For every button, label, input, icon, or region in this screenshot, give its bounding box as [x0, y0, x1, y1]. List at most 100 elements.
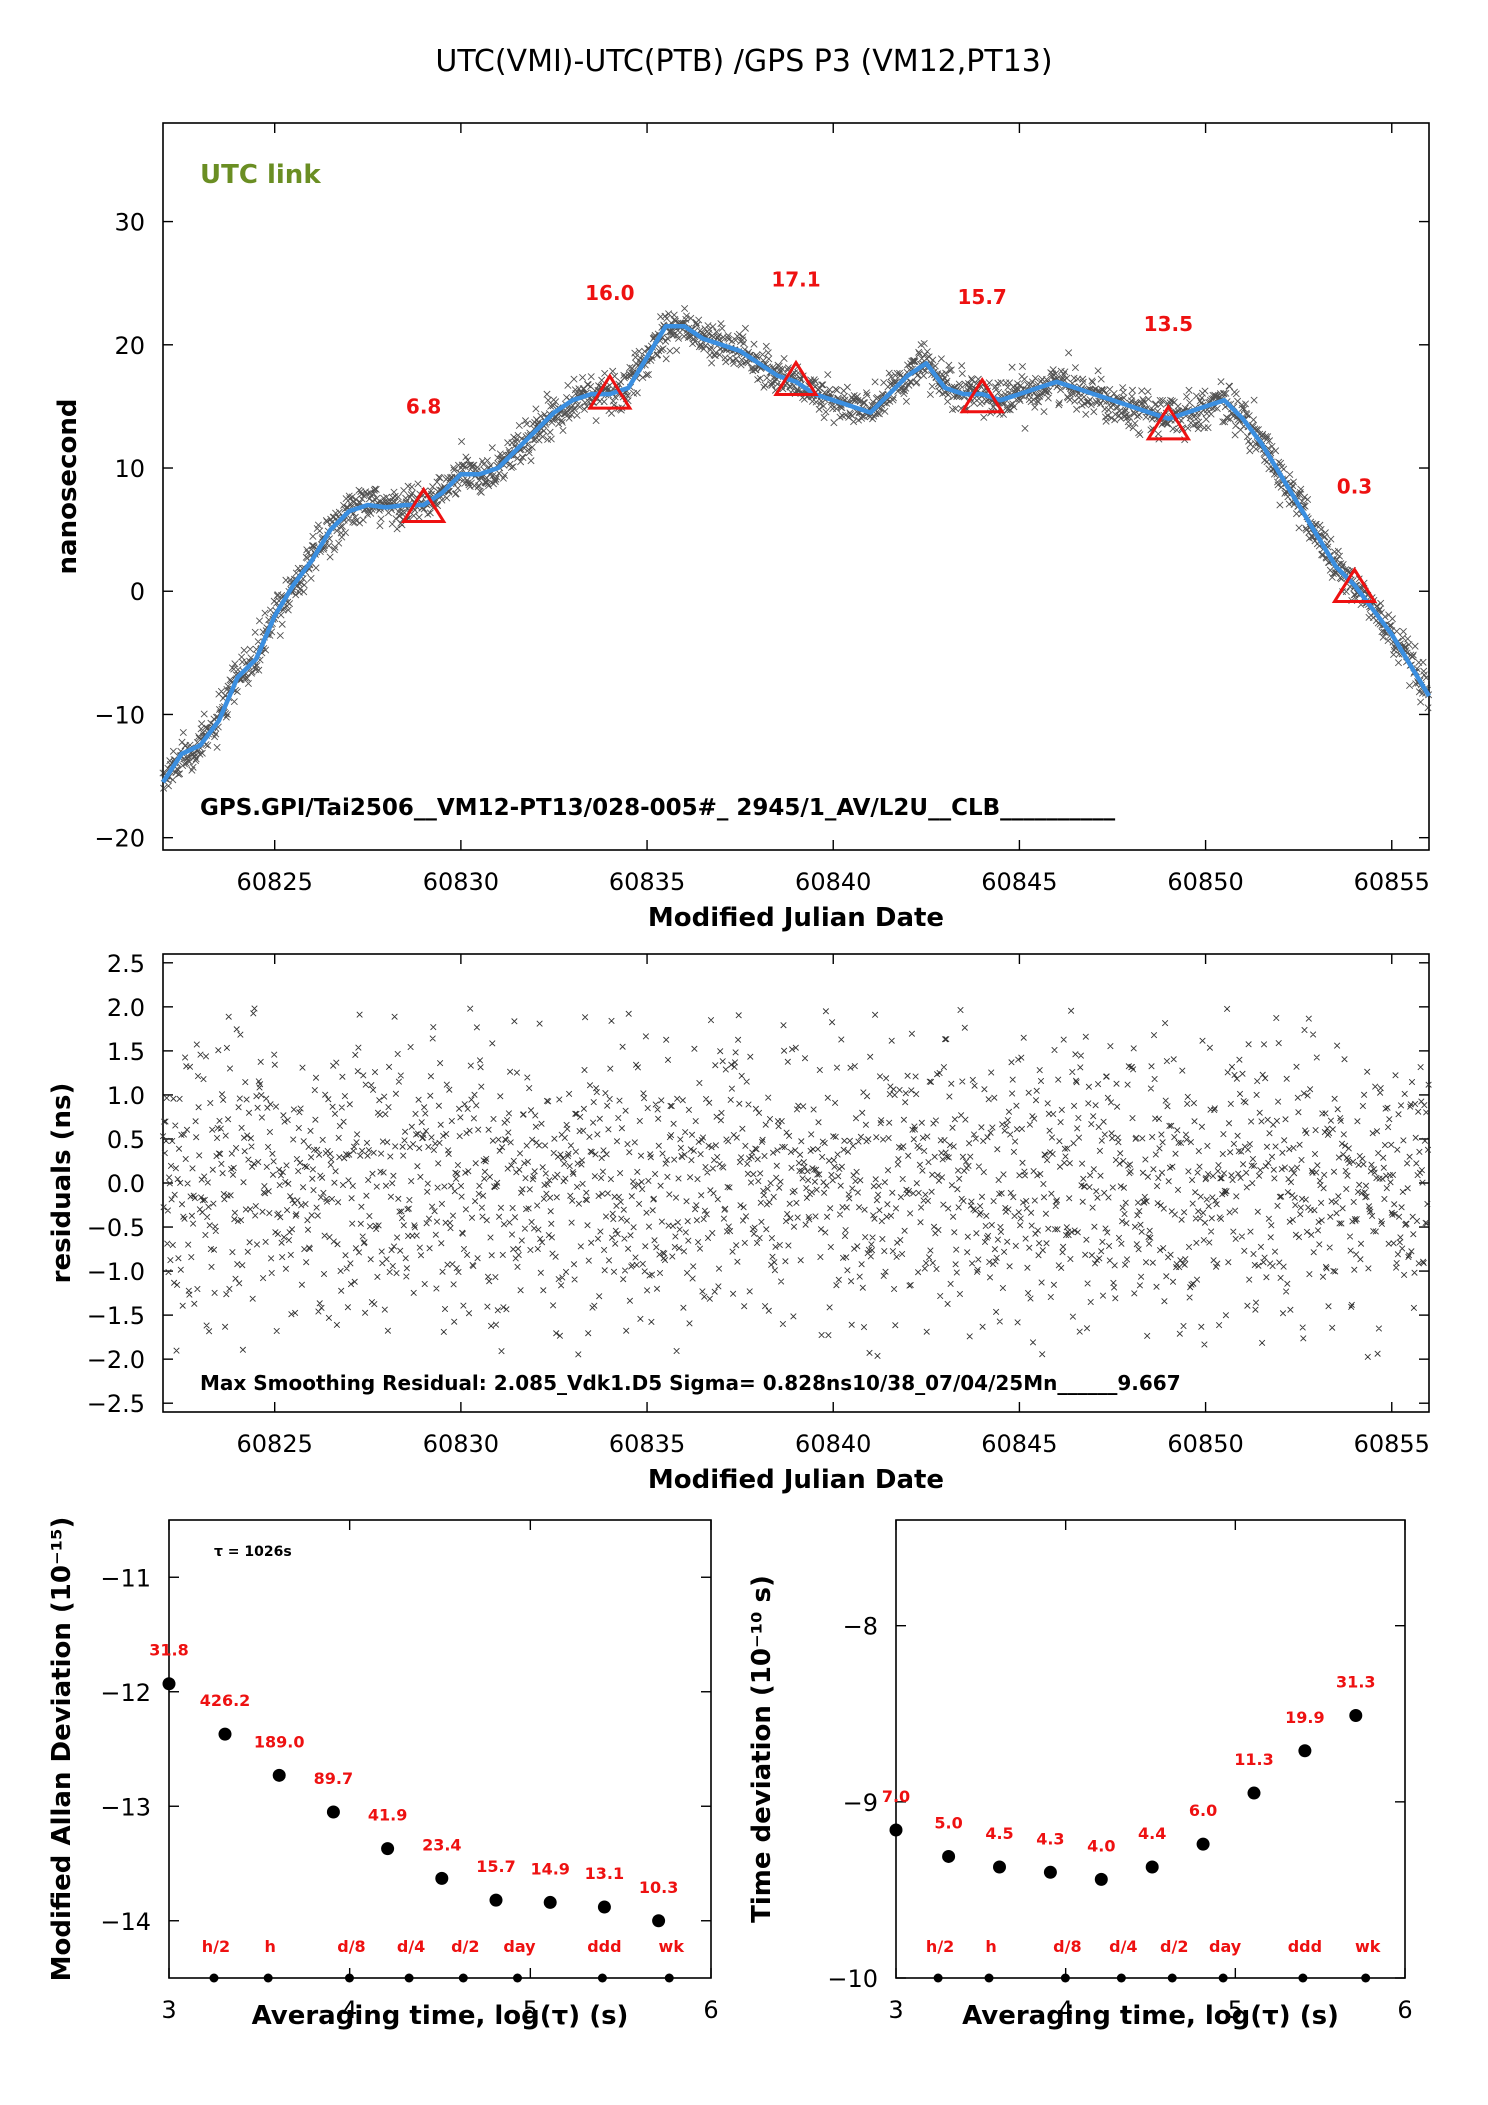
averaging-period-marker [984, 1973, 994, 1983]
x-tick-label: 60835 [609, 1430, 685, 1458]
plot-frame [168, 1519, 712, 1979]
y-tick-label: 1.5 [107, 1038, 145, 1066]
stability-point [162, 1677, 176, 1691]
stability-value-label: 31.3 [1336, 1673, 1375, 1692]
residual-info-text: Max Smoothing Residual: 2.085_Vdk1.D5 Si… [200, 1371, 1181, 1395]
x-tick-label: 60830 [423, 868, 499, 896]
stability-point [889, 1823, 903, 1837]
calibration-triangle-marker [587, 373, 633, 410]
tau-note: τ = 1026s [214, 1544, 292, 1560]
y-tick-label: 0.0 [107, 1170, 145, 1198]
stability-value-label: 426.2 [200, 1691, 251, 1710]
x-axis-label: Averaging time, log(τ) (s) [962, 2001, 1339, 2031]
plot-frame [162, 122, 1430, 851]
marker-value-label: 17.1 [771, 268, 820, 292]
y-tick-label: 30 [114, 209, 145, 237]
x-tick-label: 6 [703, 1996, 718, 2024]
stability-point [652, 1914, 666, 1928]
x-axis-label: Modified Julian Date [648, 1465, 944, 1495]
y-tick-label: −12 [100, 1679, 151, 1707]
calibration-triangle-marker [1331, 566, 1378, 604]
y-tick-label: 0 [130, 578, 145, 606]
y-tick-label: 1.0 [107, 1082, 145, 1110]
calibration-triangle-marker [400, 486, 447, 523]
x-tick-label: 3 [888, 1996, 903, 2024]
x-tick-label: 5 [1228, 1996, 1243, 2024]
averaging-period-label: d/8 [1053, 1937, 1081, 1956]
averaging-period-label: d/2 [1160, 1937, 1188, 1956]
y-axis-label: Time deviation (10⁻¹⁰ s) [747, 1575, 777, 1923]
stability-point [1298, 1744, 1312, 1758]
marker-value-label: 6.8 [406, 394, 441, 418]
stability-value-label: 10.3 [639, 1878, 678, 1897]
x-tick-label: 60840 [795, 868, 871, 896]
stability-value-label: 4.3 [1036, 1829, 1064, 1848]
residual-points [159, 1005, 1432, 1361]
averaging-period-marker [512, 1973, 522, 1983]
stability-value-label: 4.4 [1138, 1824, 1166, 1843]
link-panel: 60825 60830 60835 60840 60845 60850 60855 30 20 1… [53, 122, 1433, 933]
stability-point [1247, 1786, 1261, 1800]
averaging-period-label: d/8 [337, 1937, 365, 1956]
y-tick-label: −10 [94, 701, 145, 729]
chart-title: UTC(VMI)-UTC(PTB) /GPS P3 (VM12,PT13) [435, 44, 1053, 79]
x-tick-label: 60850 [1167, 1430, 1243, 1458]
link-type-label: UTC link [200, 160, 321, 190]
stability-value-label: 5.0 [934, 1813, 962, 1832]
averaging-period-label: ddd [1288, 1937, 1322, 1956]
calibration-triangle-marker [1145, 404, 1192, 441]
averaging-period-label: day [1209, 1937, 1242, 1956]
y-tick-label: −8 [843, 1613, 878, 1641]
stability-value-label: 14.9 [530, 1859, 569, 1878]
stability-value-label: 15.7 [476, 1857, 515, 1876]
mdev-panel: 3 4 5 6 −11 −12 −13 −14 Averaging time, log(τ) (… [47, 1517, 719, 2031]
y-tick-label: −2.0 [87, 1346, 145, 1374]
y-tick-label: −1.0 [87, 1258, 145, 1286]
averaging-period-marker [209, 1973, 219, 1983]
plot-frame [895, 1519, 1406, 1979]
averaging-period-label: day [503, 1937, 536, 1956]
marker-value-label: 15.7 [957, 285, 1006, 309]
averaging-period-label: ddd [587, 1937, 621, 1956]
plot-frame [162, 953, 1430, 1413]
x-axis-label: Modified Julian Date [648, 903, 944, 933]
x-tick-label: 60855 [1354, 1430, 1430, 1458]
x-tick-label: 60840 [795, 1430, 871, 1458]
y-tick-label: −9 [843, 1789, 878, 1817]
stability-point [1196, 1837, 1210, 1851]
stability-point [1145, 1860, 1159, 1874]
stability-value-label: 31.8 [149, 1641, 188, 1660]
x-tick-label: 4 [1058, 1996, 1073, 2024]
averaging-period-marker [344, 1973, 354, 1983]
smoothed-fit-line [161, 324, 1431, 784]
stability-point [1094, 1872, 1108, 1886]
x-axis-label: Averaging time, log(τ) (s) [252, 2001, 629, 2031]
x-tick-label: 60855 [1354, 868, 1430, 896]
x-tick-label: 60845 [981, 1430, 1057, 1458]
y-axis-label: Modified Allan Deviation (10⁻¹⁵) [47, 1517, 77, 1982]
stability-value-label: 4.5 [985, 1824, 1013, 1843]
raw-data-points [159, 304, 1433, 792]
stability-point [381, 1842, 395, 1856]
stability-value-label: 4.0 [1087, 1836, 1115, 1855]
stability-point [597, 1900, 611, 1914]
y-tick-label: 20 [114, 332, 145, 360]
x-tick-label: 60850 [1167, 868, 1243, 896]
y-tick-label: −20 [94, 825, 145, 853]
y-tick-label: −14 [100, 1908, 151, 1936]
y-tick-label: 2.0 [107, 994, 145, 1022]
stability-value-label: 7.0 [882, 1787, 910, 1806]
averaging-period-marker [597, 1973, 607, 1983]
averaging-period-marker [933, 1973, 943, 1983]
averaging-period-label: wk [1355, 1937, 1381, 1956]
stability-point [326, 1805, 340, 1819]
x-tick-label: 5 [523, 1996, 538, 2024]
stability-point [942, 1849, 956, 1863]
averaging-period-marker [1116, 1973, 1126, 1983]
averaging-period-marker [404, 1973, 414, 1983]
marker-value-label: 13.5 [1144, 312, 1193, 336]
marker-value-label: 0.3 [1337, 475, 1372, 499]
averaging-period-marker [458, 1973, 468, 1983]
x-tick-label: 6 [1397, 1996, 1412, 2024]
